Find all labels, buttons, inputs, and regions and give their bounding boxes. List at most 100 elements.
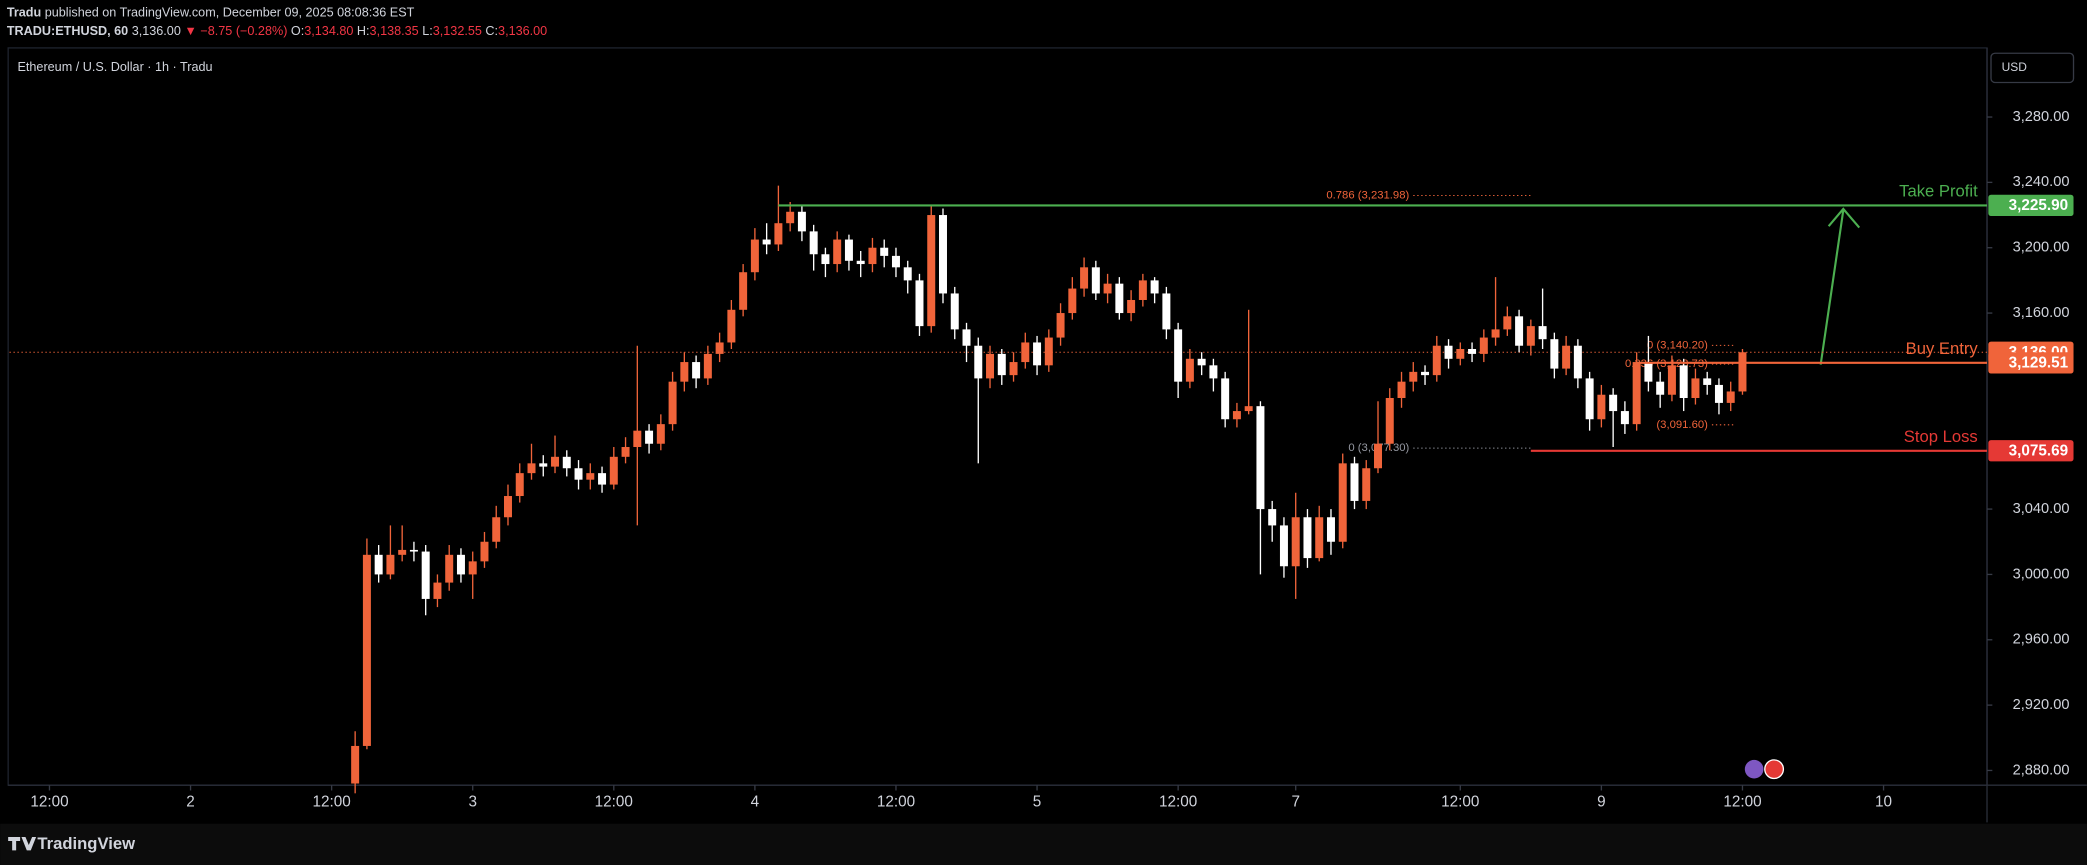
candle-body bbox=[997, 353, 1006, 376]
candle-body bbox=[786, 211, 795, 224]
candle-body bbox=[1268, 509, 1277, 526]
candle-body bbox=[1115, 283, 1124, 314]
candle-body bbox=[1562, 345, 1571, 369]
candle-body bbox=[1221, 378, 1230, 420]
candle-body bbox=[586, 473, 595, 480]
level-name: Buy Entry bbox=[1906, 339, 1979, 358]
candle-body bbox=[468, 561, 477, 575]
candle-body bbox=[1291, 517, 1300, 567]
candle-body bbox=[680, 362, 689, 382]
candle-body bbox=[844, 239, 853, 261]
candle-body bbox=[1644, 362, 1653, 382]
ohlc-label: C: bbox=[485, 24, 498, 38]
candle-body bbox=[1609, 394, 1618, 412]
candle-body bbox=[398, 549, 407, 555]
currency-box bbox=[1990, 52, 2075, 84]
candle-body bbox=[1468, 348, 1477, 354]
x-tick-label: 3 bbox=[468, 794, 477, 811]
candle-body bbox=[809, 231, 818, 255]
brand: TradingView bbox=[37, 834, 135, 853]
price-box bbox=[1988, 440, 2074, 462]
candle-body bbox=[1150, 280, 1159, 294]
x-tick-label: 10 bbox=[1875, 794, 1892, 811]
candle-body bbox=[1244, 406, 1253, 412]
candle-body bbox=[1056, 313, 1065, 338]
candle-body bbox=[1326, 517, 1335, 542]
target-arrow bbox=[1819, 207, 1861, 365]
candle-body bbox=[1091, 267, 1100, 294]
candle-body bbox=[927, 215, 936, 327]
candle-body bbox=[1044, 337, 1053, 366]
candle-body bbox=[1362, 468, 1371, 501]
candle-body bbox=[1550, 339, 1559, 369]
candle-body bbox=[1620, 411, 1629, 425]
fib-label: 0 (3,140.20) bbox=[1647, 339, 1708, 351]
candle-body bbox=[1714, 384, 1723, 403]
candle-body bbox=[915, 280, 924, 327]
candle-body bbox=[598, 473, 607, 485]
candle-body bbox=[351, 745, 360, 784]
ohlc-value: 3,138.35 bbox=[370, 24, 419, 38]
candle-body bbox=[527, 463, 536, 474]
candle-body bbox=[374, 554, 383, 575]
level-name: Take Profit bbox=[1899, 181, 1978, 200]
candle-body bbox=[1185, 358, 1194, 382]
candle-body bbox=[1315, 517, 1324, 559]
candle-body bbox=[1385, 398, 1394, 444]
footer-bar bbox=[0, 823, 2087, 865]
price-box bbox=[1988, 352, 2074, 374]
candle-body bbox=[503, 496, 512, 518]
event-icon bbox=[1744, 759, 1764, 779]
candle-body bbox=[656, 424, 665, 444]
price-box-label: 3,075.69 bbox=[2009, 442, 2069, 459]
price-box-label: 3,129.51 bbox=[2009, 355, 2069, 372]
x-tick-label: 12:00 bbox=[1159, 794, 1197, 811]
fib-label: (3,091.60) bbox=[1656, 419, 1708, 431]
author: Tradu bbox=[7, 6, 41, 20]
candle-body bbox=[856, 260, 865, 265]
x-tick-label: 12:00 bbox=[312, 794, 350, 811]
candle-body bbox=[974, 345, 983, 379]
ohlc-label: O: bbox=[291, 24, 304, 38]
candle-body bbox=[880, 247, 889, 256]
brand-logo bbox=[8, 837, 37, 851]
candle-body bbox=[1209, 365, 1218, 379]
x-tick-label: 12:00 bbox=[1723, 794, 1761, 811]
ohlc-value: 3,132.55 bbox=[433, 24, 482, 38]
candle-body bbox=[1538, 326, 1547, 340]
candle-body bbox=[774, 223, 783, 245]
candle-body bbox=[1632, 362, 1641, 425]
candle-body bbox=[1573, 345, 1582, 379]
candle-body bbox=[621, 447, 630, 457]
candle-body bbox=[1174, 329, 1183, 382]
candle-body bbox=[421, 551, 430, 599]
candle-body bbox=[1350, 463, 1359, 501]
x-tick-label: 12:00 bbox=[30, 794, 68, 811]
candle-body bbox=[1726, 391, 1735, 403]
y-tick-label: 3,200.00 bbox=[2013, 240, 2070, 256]
change: ▼ −8.75 (−0.28%) bbox=[184, 24, 287, 38]
fib-label: 0.786 (3,231.98) bbox=[1326, 189, 1409, 201]
candle-body bbox=[1515, 316, 1524, 346]
candle-body bbox=[362, 554, 371, 746]
candle-body bbox=[962, 329, 971, 346]
candle-body bbox=[1491, 329, 1500, 338]
x-tick-label: 7 bbox=[1291, 794, 1300, 811]
candle-body bbox=[539, 463, 548, 467]
candle-body bbox=[1738, 352, 1747, 392]
candle-body bbox=[1232, 411, 1241, 420]
candle-body bbox=[1656, 381, 1665, 395]
candle-body bbox=[1127, 299, 1136, 314]
y-tick-label: 3,000.00 bbox=[2013, 566, 2070, 582]
candle-body bbox=[986, 353, 995, 379]
level-name: Stop Loss bbox=[1904, 427, 1978, 446]
candle-body bbox=[797, 211, 806, 232]
candle-body bbox=[445, 554, 454, 583]
candle-body bbox=[1526, 326, 1535, 346]
candle-body bbox=[833, 239, 842, 265]
candle-body bbox=[1197, 358, 1206, 366]
x-tick-label: 4 bbox=[751, 794, 760, 811]
candle-body bbox=[574, 468, 583, 480]
x-tick-label: 12:00 bbox=[877, 794, 915, 811]
candle-body bbox=[645, 430, 654, 444]
